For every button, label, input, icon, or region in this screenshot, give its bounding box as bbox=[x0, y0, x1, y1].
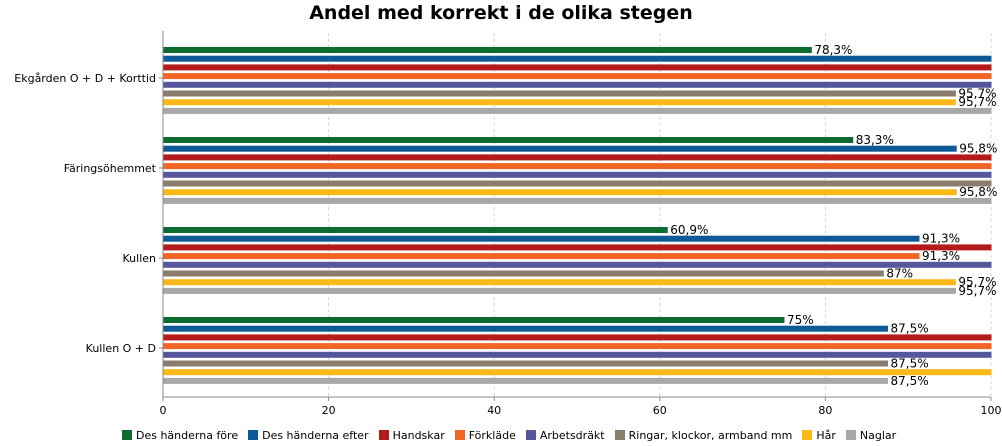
legend-label: Arbetsdräkt bbox=[539, 428, 605, 442]
data-label: 95,7% bbox=[958, 284, 996, 298]
legend-label: Förkläde bbox=[468, 428, 516, 442]
data-label: 87% bbox=[886, 267, 913, 281]
bar bbox=[163, 279, 956, 286]
bar bbox=[163, 334, 992, 341]
bar bbox=[163, 227, 668, 233]
bar-chart: 0 20 40 60 80 100 Ekgården O + D + Korttid 78,3… bbox=[14, 31, 1002, 417]
bar bbox=[163, 73, 992, 80]
data-label: 83,3% bbox=[856, 133, 894, 147]
bar bbox=[163, 99, 956, 106]
x-tick-label: 40 bbox=[487, 404, 501, 417]
bar bbox=[163, 171, 992, 178]
legend-item: Hår bbox=[802, 429, 836, 442]
chart-legend: Des händerna före Des händerna efter Hands… bbox=[122, 427, 906, 443]
category-label: Kullen bbox=[123, 252, 157, 265]
chart-title: Andel med korrekt i de olika stegen bbox=[309, 2, 693, 24]
bar bbox=[163, 47, 812, 53]
legend-swatch bbox=[378, 430, 389, 440]
x-tick-label: 80 bbox=[818, 404, 832, 417]
legend-swatch bbox=[248, 430, 259, 440]
bar bbox=[163, 270, 884, 277]
data-label: 91,3% bbox=[922, 232, 960, 246]
legend-swatch bbox=[122, 430, 132, 440]
bar bbox=[163, 189, 957, 196]
bar bbox=[163, 163, 992, 170]
bar bbox=[163, 261, 992, 268]
bar bbox=[163, 377, 888, 384]
legend-label: Des händerna efter bbox=[262, 428, 369, 442]
x-tick-label: 20 bbox=[322, 404, 336, 417]
category-label: Ekgården O + D + Korttid bbox=[14, 72, 156, 85]
data-label: 95,7% bbox=[958, 95, 996, 109]
data-label: 91,3% bbox=[922, 249, 960, 263]
legend-item: Handskar bbox=[378, 428, 445, 442]
bar bbox=[163, 253, 920, 260]
bar bbox=[163, 360, 888, 367]
bar bbox=[163, 55, 992, 62]
data-label: 60,9% bbox=[670, 223, 708, 237]
bar bbox=[163, 145, 957, 152]
bar bbox=[163, 287, 956, 294]
legend-swatch bbox=[454, 430, 465, 440]
bar bbox=[163, 325, 888, 332]
bar bbox=[163, 197, 992, 204]
bar bbox=[163, 317, 785, 323]
data-label: 87,5% bbox=[891, 322, 929, 336]
data-label: 95,8% bbox=[959, 142, 997, 156]
legend-label: Hår bbox=[816, 428, 836, 442]
legend-item: Des händerna efter bbox=[248, 429, 369, 442]
bar bbox=[163, 244, 992, 251]
legend-item: Förkläde bbox=[454, 428, 516, 442]
bar bbox=[163, 81, 992, 88]
bar bbox=[163, 90, 956, 97]
legend-label: Des händerna före bbox=[136, 428, 239, 442]
legend-label: Naglar bbox=[859, 428, 897, 442]
x-tick-label: 0 bbox=[160, 404, 167, 417]
bar bbox=[163, 154, 992, 161]
data-label: 95,7% bbox=[958, 275, 996, 289]
bar bbox=[163, 369, 992, 376]
bar bbox=[163, 343, 992, 350]
bar bbox=[163, 235, 920, 242]
bar bbox=[163, 351, 992, 358]
legend-swatch bbox=[845, 430, 856, 440]
legend-swatch bbox=[614, 430, 625, 440]
bar bbox=[163, 180, 992, 187]
legend-item: Naglar bbox=[845, 428, 897, 442]
bar bbox=[163, 64, 992, 71]
legend-item: Arbetsdräkt bbox=[525, 428, 605, 442]
category-label: Kullen O + D bbox=[86, 342, 156, 355]
x-tick-label: 100 bbox=[981, 404, 1002, 417]
data-label: 87,5% bbox=[891, 374, 929, 388]
data-label: 87,5% bbox=[891, 357, 929, 371]
legend-label: Handskar bbox=[392, 428, 445, 442]
legend-label: Ringar, klockor, armband mm bbox=[628, 428, 793, 442]
category-label: Färingsöhemmet bbox=[64, 162, 157, 175]
bar bbox=[163, 137, 854, 143]
data-label: 95,8% bbox=[959, 185, 997, 199]
legend-item: Des händerna före bbox=[122, 429, 238, 442]
data-label: 75% bbox=[787, 313, 814, 327]
bar bbox=[163, 107, 992, 114]
legend-swatch bbox=[802, 430, 813, 440]
data-label: 95,7% bbox=[958, 87, 996, 101]
legend-item: Ringar, klockor, armband mm bbox=[614, 428, 793, 442]
legend-swatch bbox=[525, 430, 536, 440]
x-tick-label: 60 bbox=[653, 404, 667, 417]
data-label: 78,3% bbox=[814, 43, 852, 57]
